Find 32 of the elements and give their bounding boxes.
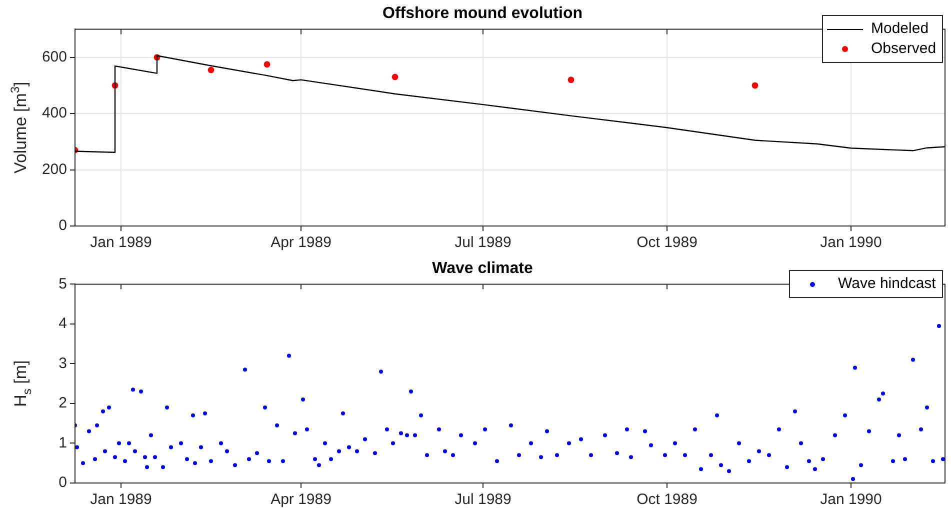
point [392, 74, 398, 80]
point [752, 82, 758, 89]
legend-label: Observed [871, 39, 936, 60]
legend-label: Wave hindcast [838, 274, 936, 294]
y-tick-label: 200 [42, 160, 67, 178]
y-tick-label: 400 [42, 104, 67, 122]
point [568, 76, 574, 84]
y-tick-label: 0 [58, 474, 67, 492]
x-tick-label: Jan 1990 [820, 234, 882, 252]
y-axis-title: Volume [m3] [8, 82, 30, 174]
y-tick-label: 1 [58, 434, 67, 452]
point [208, 66, 214, 74]
legend-label: Modeled [871, 19, 929, 40]
x-tick-label: Apr 1989 [270, 234, 332, 252]
point [264, 61, 270, 68]
x-tick-label: Jul 1989 [454, 234, 512, 252]
chart-title: Offshore mound evolution [382, 5, 582, 22]
y-tick-label: 5 [58, 275, 67, 292]
x-tick-label: Oct 1989 [636, 491, 698, 508]
y-tick-label: 600 [42, 48, 67, 66]
y-tick-label: 0 [58, 217, 67, 234]
y-tick-label: 2 [58, 394, 67, 412]
y-tick-label: 4 [58, 315, 67, 332]
chart-title: Wave climate [432, 260, 533, 278]
y-tick-label: 3 [58, 354, 67, 372]
x-tick-label: Oct 1989 [636, 234, 698, 252]
x-tick-label: Jul 1989 [454, 491, 512, 508]
y-axis-title: Hs [m] [11, 360, 34, 407]
x-tick-label: Jan 1989 [90, 234, 152, 252]
x-tick-label: Jan 1989 [90, 491, 152, 508]
x-tick-label: Jan 1990 [820, 491, 882, 508]
x-tick-label: Apr 1989 [270, 491, 332, 508]
